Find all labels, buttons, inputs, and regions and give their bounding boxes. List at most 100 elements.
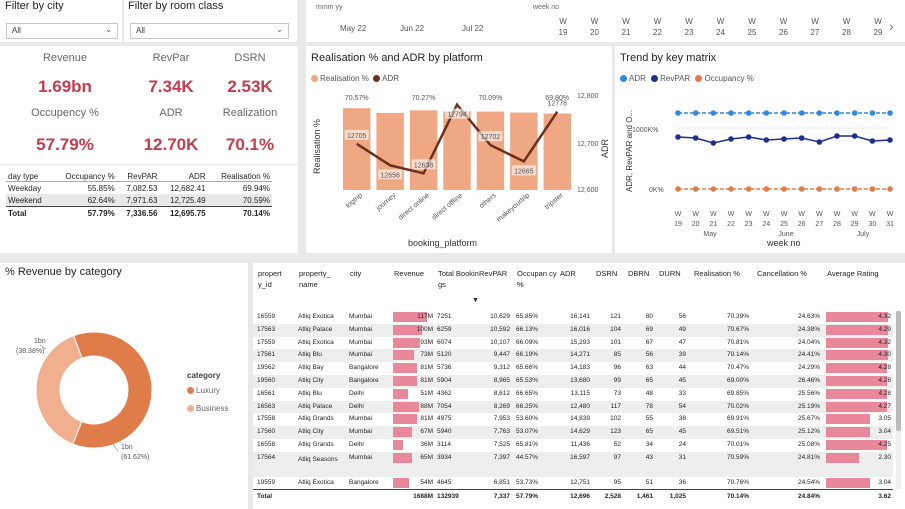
daytype-header-1[interactable]: Occupancy %: [51, 169, 117, 182]
platform-legend: Realisation % ADR: [311, 74, 399, 83]
column-header-10[interactable]: DURN: [659, 269, 681, 278]
week-tile-num-9[interactable]: 28: [842, 28, 851, 37]
column-header-3[interactable]: Revenue: [394, 269, 425, 278]
week-tile-w-6[interactable]: W: [748, 17, 756, 26]
property-table-rows: 16559 Atliq Exotica Mumbai 117M 7251 10,629 65…: [253, 311, 893, 489]
table-cell: 16563: [257, 402, 276, 410]
daytype-header-4[interactable]: Realisation %: [207, 169, 272, 182]
rating-bar: [826, 414, 870, 425]
table-row[interactable]: Weekend 62.64% 7,971.63 12,725.49 70.59%: [6, 194, 272, 207]
column-header-8[interactable]: DSRN: [596, 269, 618, 278]
table-cell: 100M: [416, 325, 433, 333]
week-tile-w-3[interactable]: W: [653, 17, 662, 26]
daytype-header-3[interactable]: ADR: [159, 169, 208, 182]
table-cell: 6074: [437, 338, 452, 346]
table-row[interactable]: 16558 Atliq Grands Delhi 36M 3114 7,525 65.81%…: [253, 439, 893, 452]
week-tile-w-10[interactable]: W: [874, 17, 882, 26]
table-row[interactable]: 19560 Atliq City Bangalore 81M 5904 8,965 65.5…: [253, 375, 893, 388]
month-tile-1[interactable]: Jun 22: [400, 24, 425, 33]
point-1-2: [710, 140, 717, 146]
x-tick-num-7: 26: [798, 221, 806, 228]
column-header-2[interactable]: city: [350, 269, 362, 278]
adr-label-1: 12656: [380, 172, 400, 179]
column-header-12[interactable]: Cancellation %: [757, 269, 808, 278]
table-cell: 19560: [257, 377, 276, 384]
column-header-9[interactable]: DBRN: [628, 269, 650, 278]
table-row[interactable]: Weekday 55.85% 7,082.53 12,682.41 69.94%: [6, 182, 272, 195]
table-row[interactable]: 16559 Atliq Exotica Mumbai 117M 7251 10,629 65…: [253, 311, 893, 324]
week-tile-w-5[interactable]: W: [716, 17, 725, 26]
column-header-4[interactable]: Total Bookin gs: [438, 269, 479, 289]
legend-dot-occupancy: [695, 75, 703, 83]
column-header-5[interactable]: RevPAR: [479, 269, 508, 278]
week-tile-w-9[interactable]: W: [842, 17, 851, 26]
table-row[interactable]: 17564 Atliq Seasons Mumbai 65M 3934 7,397 44.5…: [253, 451, 893, 477]
table-cell: 65.66%: [516, 364, 539, 372]
chevron-down-icon: ⌄: [276, 25, 283, 34]
vertical-scrollbar[interactable]: [896, 311, 901, 489]
table-cell: 66.19%: [516, 351, 539, 359]
week-tile-w-7[interactable]: W: [779, 17, 788, 26]
table-cell: 5736: [437, 364, 452, 372]
week-tile-num-1[interactable]: 20: [590, 28, 599, 37]
point-0-3: [728, 110, 734, 116]
month-tile-0[interactable]: May 22: [340, 24, 367, 33]
week-tile-num-6[interactable]: 25: [747, 28, 757, 37]
table-row[interactable]: 19559 Atliq Exotica Bangalore 54M 4645 6,851 5…: [253, 477, 893, 489]
week-tile-w-8[interactable]: W: [811, 17, 819, 26]
table-cell: 7,397: [493, 453, 510, 461]
table-row[interactable]: 17563 Atliq Palace Mumbai 100M 6259 10,592 66.…: [253, 323, 893, 337]
week-tile-num-7[interactable]: 26: [779, 28, 788, 37]
week-tile-num-4[interactable]: 23: [684, 28, 694, 37]
column-header-1[interactable]: property_ name: [299, 269, 331, 289]
table-row[interactable]: 16561 Atliq Blu Delhi 51M 4362 8,612 66.65% 13,…: [253, 388, 893, 401]
daytype-header-0[interactable]: day type: [6, 169, 52, 182]
table-row[interactable]: 19562 Atliq Bay Bangalore 81M 5736 9,312 65.66…: [253, 362, 893, 375]
table-cell: 7054: [437, 402, 452, 410]
y-axis-label: ADR, RevPAR and O...: [625, 110, 634, 192]
total-cell: 2,528: [604, 493, 621, 500]
legend-label-adr: ADR: [382, 74, 400, 83]
week-tile-w-1[interactable]: W: [590, 17, 599, 26]
next-arrow-icon[interactable]: ›: [889, 18, 894, 34]
room-dropdown[interactable]: All ⌄: [130, 23, 289, 39]
table-cell: Atliq Palace: [298, 325, 333, 333]
table-cell: 4.28: [878, 389, 891, 397]
week-tile-num-5[interactable]: 24: [716, 28, 725, 37]
week-tile-w-0[interactable]: W: [559, 17, 567, 26]
table-cell: 25.08%: [797, 441, 820, 448]
week-tile-num-3[interactable]: 22: [653, 28, 662, 37]
city-dropdown[interactable]: All ⌄: [6, 23, 118, 39]
scrollbar-thumb[interactable]: [896, 311, 901, 431]
week-tile-num-10[interactable]: 29: [873, 28, 883, 37]
week-tile-num-8[interactable]: 27: [810, 28, 820, 37]
column-header-6[interactable]: Occupan cy %: [517, 269, 557, 289]
x-tick-w-3: W: [728, 211, 735, 218]
daytype-header-2[interactable]: RevPAR: [116, 169, 160, 182]
table-cell: 45: [678, 428, 686, 436]
week-tile-w-2[interactable]: W: [622, 17, 630, 26]
sort-desc-icon[interactable]: ▼: [472, 297, 479, 304]
table-row[interactable]: 17558 Atliq Grands Mumbai 81M 4975 7,953 53.60…: [253, 413, 893, 426]
table-row[interactable]: 17559 Atliq Exotica Mumbai 93M 6074 10,107 66.…: [253, 337, 893, 350]
table-cell: 66.09%: [516, 338, 539, 346]
table-cell: 24.04%: [797, 338, 820, 346]
table-cell: 4.28: [878, 377, 891, 384]
table-row[interactable]: 16563 Atliq Palace Delhi 88M 7054 8,269 66.25%…: [253, 400, 893, 414]
x-tick-num-3: 22: [727, 221, 735, 228]
table-cell: 10,592: [490, 325, 510, 333]
table-row[interactable]: 17560 Atliq City Mumbai 67M 5940 7,763 53.07% 1…: [253, 426, 893, 439]
column-header-7[interactable]: ADR: [560, 269, 576, 278]
table-cell: 19559: [257, 479, 276, 487]
table-cell: 15,293: [570, 338, 590, 346]
week-tile-num-2[interactable]: 21: [621, 28, 631, 37]
week-tile-w-4[interactable]: W: [685, 17, 693, 26]
column-header-0[interactable]: propert y_id: [258, 269, 282, 289]
table-cell: 70.76%: [726, 479, 749, 487]
week-tile-num-0[interactable]: 19: [558, 28, 568, 37]
column-header-13[interactable]: Average Rating: [827, 269, 879, 278]
table-row[interactable]: 17561 Atliq Blu Mumbai 73M 5120 9,447 66.19% 14…: [253, 349, 893, 363]
month-tile-2[interactable]: Jul 22: [462, 24, 484, 33]
table-cell: 69.00%: [726, 377, 749, 384]
column-header-11[interactable]: Realisation %: [694, 269, 740, 278]
